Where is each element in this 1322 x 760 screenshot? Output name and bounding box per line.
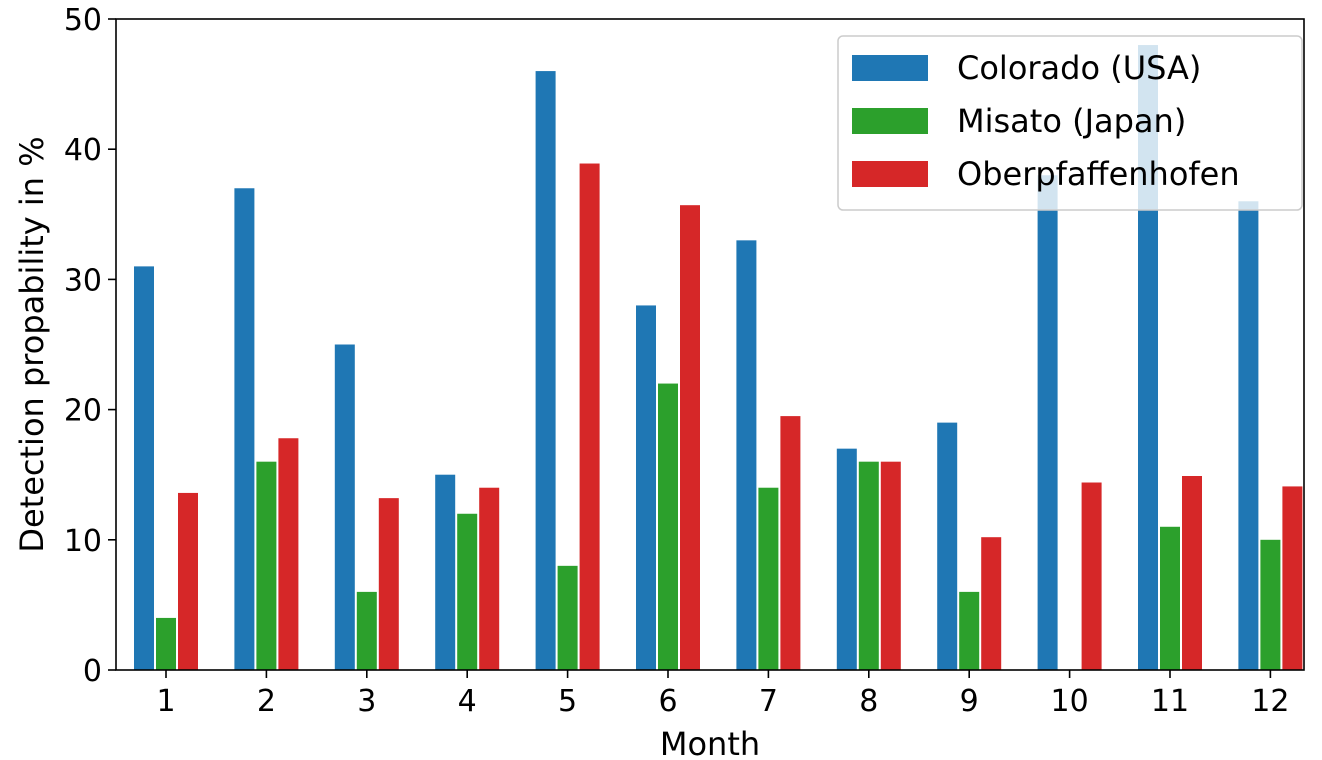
bar-oberpfaffenhofen-2 xyxy=(278,438,299,670)
axes-group xyxy=(115,18,1305,671)
x-tick-label: 4 xyxy=(458,684,477,719)
legend-swatch xyxy=(852,55,928,81)
bar-oberpfaffenhofen-10 xyxy=(1081,482,1102,670)
y-tick-label: 50 xyxy=(64,3,102,38)
bar-colorado-usa-1 xyxy=(134,266,154,670)
bar-misato-japan-9 xyxy=(959,591,980,670)
bar-colorado-usa-9 xyxy=(937,422,958,670)
bar-misato-japan-3 xyxy=(356,591,377,670)
x-tick-label: 2 xyxy=(257,684,276,719)
x-tick-label: 10 xyxy=(1051,684,1089,719)
bar-colorado-usa-3 xyxy=(334,344,355,670)
x-tick-label: 3 xyxy=(357,684,376,719)
x-tick-label: 7 xyxy=(759,684,778,719)
bar-oberpfaffenhofen-11 xyxy=(1182,476,1202,670)
bar-oberpfaffenhofen-5 xyxy=(579,163,600,670)
bar-oberpfaffenhofen-3 xyxy=(378,498,399,670)
bar-colorado-usa-4 xyxy=(435,474,456,670)
bar-colorado-usa-8 xyxy=(836,448,857,670)
y-tick-label: 0 xyxy=(83,654,102,689)
legend-swatch xyxy=(852,161,928,187)
x-tick-label: 12 xyxy=(1251,684,1289,719)
legend-swatch xyxy=(852,108,928,134)
x-tick-label: 5 xyxy=(558,684,577,719)
y-tick-label: 30 xyxy=(64,263,102,298)
legend-label: Colorado (USA) xyxy=(957,49,1201,87)
y-tick-label: 20 xyxy=(64,394,102,429)
bar-colorado-usa-10 xyxy=(1037,175,1058,671)
bar-misato-japan-1 xyxy=(156,617,176,670)
bar-oberpfaffenhofen-8 xyxy=(880,461,901,670)
bar-misato-japan-6 xyxy=(658,383,678,670)
y-tick-label: 40 xyxy=(64,133,102,168)
x-tick-label: 9 xyxy=(960,684,979,719)
bar-colorado-usa-12 xyxy=(1238,201,1259,670)
bar-misato-japan-7 xyxy=(758,487,779,670)
bar-colorado-usa-2 xyxy=(234,188,255,670)
legend: Colorado (USA) Misato (Japan) Oberpfaffenh… xyxy=(837,35,1303,211)
bars-group xyxy=(134,45,1303,671)
bar-misato-japan-4 xyxy=(457,513,478,670)
bar-colorado-usa-5 xyxy=(535,71,556,670)
x-tick-label: 11 xyxy=(1151,684,1189,719)
bar-misato-japan-11 xyxy=(1160,526,1180,670)
x-tick-label: 8 xyxy=(859,684,878,719)
x-tick-label: 1 xyxy=(156,684,175,719)
bar-misato-japan-5 xyxy=(557,565,578,670)
legend-label: Oberpfaffenhofen xyxy=(957,155,1240,193)
y-axis-title: Detection propability in % xyxy=(13,136,51,552)
bar-oberpfaffenhofen-9 xyxy=(981,537,1002,670)
bar-oberpfaffenhofen-12 xyxy=(1282,486,1303,670)
legend-label: Misato (Japan) xyxy=(957,102,1186,140)
bar-colorado-usa-7 xyxy=(736,240,757,670)
bar-oberpfaffenhofen-4 xyxy=(479,487,500,670)
bar-misato-japan-8 xyxy=(858,461,879,670)
x-axis-title: Month xyxy=(660,725,760,760)
x-tick-label: 6 xyxy=(658,684,677,719)
bar-oberpfaffenhofen-6 xyxy=(680,205,700,670)
legend-box xyxy=(837,35,1303,211)
y-tick-label: 10 xyxy=(64,524,102,559)
bar-oberpfaffenhofen-7 xyxy=(780,416,801,670)
bar-oberpfaffenhofen-1 xyxy=(178,492,198,670)
plot-frame xyxy=(115,18,1305,671)
bar-misato-japan-2 xyxy=(256,461,277,670)
bar-colorado-usa-6 xyxy=(636,305,656,670)
bar-misato-japan-12 xyxy=(1260,539,1281,670)
